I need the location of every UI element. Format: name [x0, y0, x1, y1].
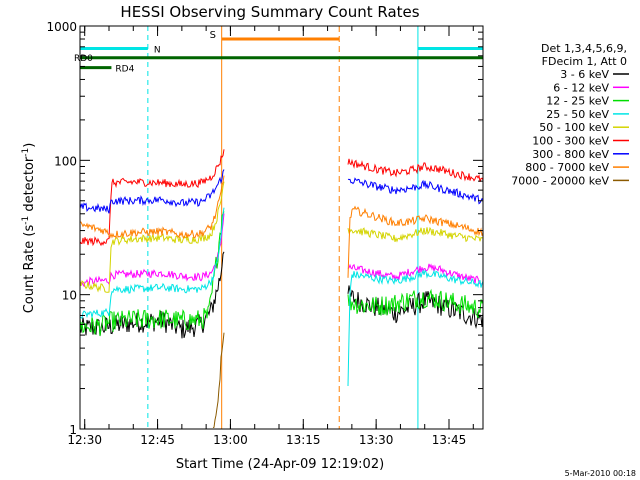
series-line-pre-gap	[212, 332, 225, 429]
legend-label: 7000 - 20000 keV	[511, 174, 609, 187]
y-tick-label: 1000	[46, 20, 77, 34]
night-flag-label: N	[154, 45, 161, 55]
x-axis: 12:30 12:45 13:00 13:15 13:30 13:45	[67, 26, 474, 447]
legend-label: 12 - 25 keV	[546, 95, 609, 108]
series-line-post-gap	[347, 288, 483, 319]
series-line-post-gap	[347, 268, 483, 387]
rd4-flag-label: RD4	[115, 65, 134, 75]
y-tick-label: 10	[62, 289, 77, 303]
legend-label: 6 - 12 keV	[553, 81, 609, 94]
legend-header-line: Det 1,3,4,5,6,9,	[541, 42, 627, 55]
y-axis: 1 10 100 1000	[46, 20, 483, 437]
series-8	[80, 175, 483, 278]
legend-label: 50 - 100 keV	[539, 121, 609, 134]
x-axis-label: Start Time (24-Apr-09 12:19:02)	[176, 457, 384, 472]
state-flags: N S RD4	[80, 26, 483, 429]
x-tick-label: 13:45	[432, 433, 467, 447]
series-line-pre-gap	[80, 181, 225, 293]
x-tick-label: 13:15	[286, 433, 321, 447]
legend-label: 25 - 50 keV	[546, 108, 609, 121]
legend-header-line: FDecim 1, Att 0	[542, 55, 627, 68]
footer-timestamp: 5-Mar-2010 00:18	[565, 469, 636, 478]
x-tick-label: 12:30	[67, 433, 102, 447]
series-line-post-gap	[347, 263, 483, 285]
x-tick-label: 13:00	[213, 433, 248, 447]
x-tick-label: 13:30	[359, 433, 394, 447]
legend-label: 800 - 7000 keV	[525, 161, 609, 174]
plot-frame	[79, 25, 484, 430]
series-2	[80, 213, 483, 288]
y-tick-label: 1	[69, 423, 77, 437]
saa-flag-label: S	[210, 30, 216, 41]
series-6	[80, 149, 483, 247]
y-tick-label: 100	[54, 154, 77, 168]
series-7	[80, 169, 483, 214]
series-line-pre-gap	[80, 211, 225, 336]
series-9	[212, 332, 225, 429]
legend-label: 300 - 800 keV	[532, 148, 609, 161]
rd0-flag-label: RD0	[74, 54, 93, 64]
series-4	[80, 207, 483, 387]
series-3	[80, 211, 483, 336]
series-line-post-gap	[347, 205, 483, 278]
legend-label: 3 - 6 keV	[560, 68, 609, 81]
series-line-pre-gap	[80, 213, 225, 288]
series-5	[80, 181, 483, 293]
series-line-post-gap	[347, 177, 483, 205]
x-tick-label: 12:45	[140, 433, 175, 447]
series-line-post-gap	[347, 226, 483, 243]
chart-title: HESSI Observing Summary Count Rates	[120, 3, 419, 21]
series-group	[80, 149, 483, 429]
legend: Det 1,3,4,5,6,9,FDecim 1, Att 03 - 6 keV…	[511, 42, 629, 187]
series-line-pre-gap	[80, 175, 225, 239]
series-line-pre-gap	[80, 169, 225, 214]
y-axis-label: Count Rate (s-1 detector-1)	[21, 143, 37, 314]
series-line-pre-gap	[80, 149, 225, 247]
legend-label: 100 - 300 keV	[532, 135, 609, 148]
series-line-post-gap	[347, 158, 483, 183]
series-line-pre-gap	[80, 207, 225, 319]
